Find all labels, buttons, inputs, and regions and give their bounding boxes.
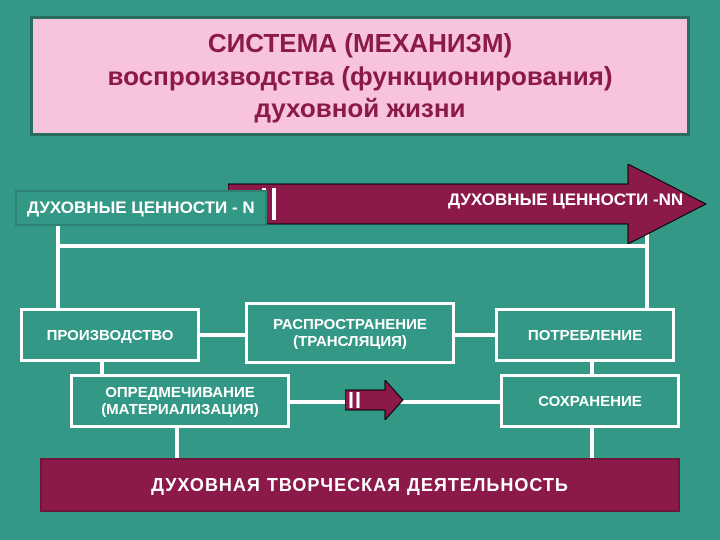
title-line-1: СИСТЕМА (МЕХАНИЗМ) — [208, 28, 512, 58]
connector-line — [56, 224, 60, 316]
consumption-box: ПОТРЕБЛЕНИЕ — [495, 308, 675, 362]
objectification-box: ОПРЕДМЕЧИВАНИЕ (МАТЕРИАЛИЗАЦИЯ) — [70, 374, 290, 428]
objectification-label-2: (МАТЕРИАЛИЗАЦИЯ) — [101, 401, 259, 418]
production-label: ПРОИЗВОДСТВО — [47, 327, 174, 344]
bottom-band: ДУХОВНАЯ ТВОРЧЕСКАЯ ДЕЯТЕЛЬНОСТЬ — [40, 458, 680, 512]
objectification-label-1: ОПРЕДМЕЧИВАНИЕ — [105, 384, 255, 401]
title-line-3: духовной жизни — [254, 93, 465, 123]
title-box: СИСТЕМА (МЕХАНИЗМ) воспроизводства (функ… — [30, 16, 690, 136]
mid-arrow — [345, 380, 405, 420]
distribution-label-2: (ТРАНСЛЯЦИЯ) — [293, 333, 407, 350]
distribution-box: РАСПРОСТРАНЕНИЕ (ТРАНСЛЯЦИЯ) — [245, 302, 455, 364]
production-box: ПРОИЗВОДСТВО — [20, 308, 200, 362]
values-nn-label: ДУХОВНЫЕ ЦЕННОСТИ -NN — [448, 190, 683, 210]
consumption-label: ПОТРЕБЛЕНИЕ — [528, 327, 642, 344]
title-text: СИСТЕМА (МЕХАНИЗМ) воспроизводства (функ… — [107, 27, 612, 125]
bottom-label: ДУХОВНАЯ ТВОРЧЕСКАЯ ДЕЯТЕЛЬНОСТЬ — [151, 475, 569, 496]
connector-line — [56, 244, 649, 248]
preservation-label: СОХРАНЕНИЕ — [538, 393, 642, 410]
title-line-2: воспроизводства (функционирования) — [107, 61, 612, 91]
distribution-label-1: РАСПРОСТРАНЕНИЕ — [273, 316, 427, 333]
values-n-label: ДУХОВНЫЕ ЦЕННОСТИ - N — [15, 190, 267, 226]
preservation-box: СОХРАНЕНИЕ — [500, 374, 680, 428]
